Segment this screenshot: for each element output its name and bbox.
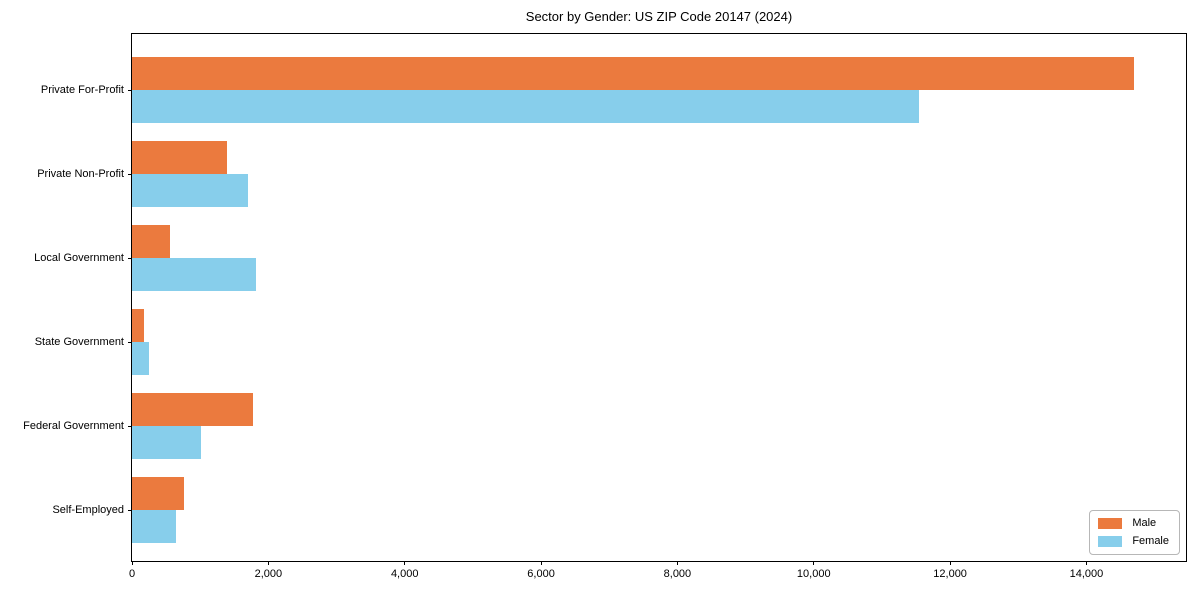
bar-male-state-government bbox=[132, 309, 145, 342]
chart-title: Sector by Gender: US ZIP Code 20147 (202… bbox=[525, 9, 793, 24]
x-tick-label-4-000: 4,000 bbox=[390, 568, 419, 580]
x-tick-mark bbox=[813, 561, 815, 565]
y-tick-label-self-employed: Self-Employed bbox=[52, 504, 124, 516]
x-tick-label-2-000: 2,000 bbox=[254, 568, 283, 580]
bar-female-state-government bbox=[132, 342, 149, 375]
x-tick-label-14-000: 14,000 bbox=[1069, 568, 1104, 580]
bar-female-self-employed bbox=[132, 510, 176, 543]
legend: Male Female bbox=[1089, 510, 1180, 555]
legend-swatch-male bbox=[1098, 518, 1123, 529]
x-tick-mark bbox=[131, 561, 133, 565]
x-tick-label-6-000: 6,000 bbox=[527, 568, 555, 580]
y-tick-label-local-government: Local Government bbox=[34, 252, 124, 264]
x-tick-mark bbox=[540, 561, 542, 565]
bar-male-private-for-profit bbox=[132, 57, 1135, 90]
y-tick-mark bbox=[128, 509, 132, 511]
bar-male-self-employed bbox=[132, 477, 185, 510]
x-tick-mark bbox=[676, 561, 678, 565]
legend-item-male: Male bbox=[1098, 517, 1169, 530]
x-tick-label-12-000: 12,000 bbox=[933, 568, 967, 580]
legend-label-female: Female bbox=[1132, 535, 1169, 547]
plot-area: Male Female Private For-Profit Private Non… bbox=[23, 33, 1187, 580]
bar-male-private-non-profit bbox=[132, 141, 227, 174]
legend-label-male: Male bbox=[1132, 517, 1157, 529]
bar-female-federal-government bbox=[132, 426, 202, 459]
y-tick-label-federal-government: Federal Government bbox=[23, 420, 124, 432]
y-tick-mark bbox=[128, 173, 132, 175]
x-tick-mark bbox=[1085, 561, 1087, 565]
y-tick-mark bbox=[128, 425, 132, 427]
y-tick-label-state-government: State Government bbox=[34, 336, 124, 348]
x-tick-label-8-000: 8,000 bbox=[663, 568, 692, 580]
bar-female-private-non-profit bbox=[132, 174, 248, 207]
x-tick-label-0: 0 bbox=[128, 568, 136, 580]
x-tick-mark bbox=[949, 561, 951, 565]
x-tick-mark bbox=[404, 561, 406, 565]
legend-item-female: Female bbox=[1098, 535, 1169, 548]
bar-female-private-for-profit bbox=[132, 90, 920, 123]
y-tick-label-private-non-profit: Private Non-Profit bbox=[37, 168, 124, 180]
x-tick-mark bbox=[267, 561, 269, 565]
y-tick-label-private-for-profit: Private For-Profit bbox=[40, 84, 124, 96]
x-tick-label-10-000: 10,000 bbox=[796, 568, 831, 580]
bar-female-local-government bbox=[132, 258, 257, 291]
bar-male-local-government bbox=[132, 225, 171, 258]
legend-swatch-female bbox=[1098, 536, 1123, 547]
bar-male-federal-government bbox=[132, 393, 254, 426]
y-tick-mark bbox=[128, 341, 132, 343]
y-tick-mark bbox=[128, 89, 132, 91]
y-tick-mark bbox=[128, 257, 132, 259]
